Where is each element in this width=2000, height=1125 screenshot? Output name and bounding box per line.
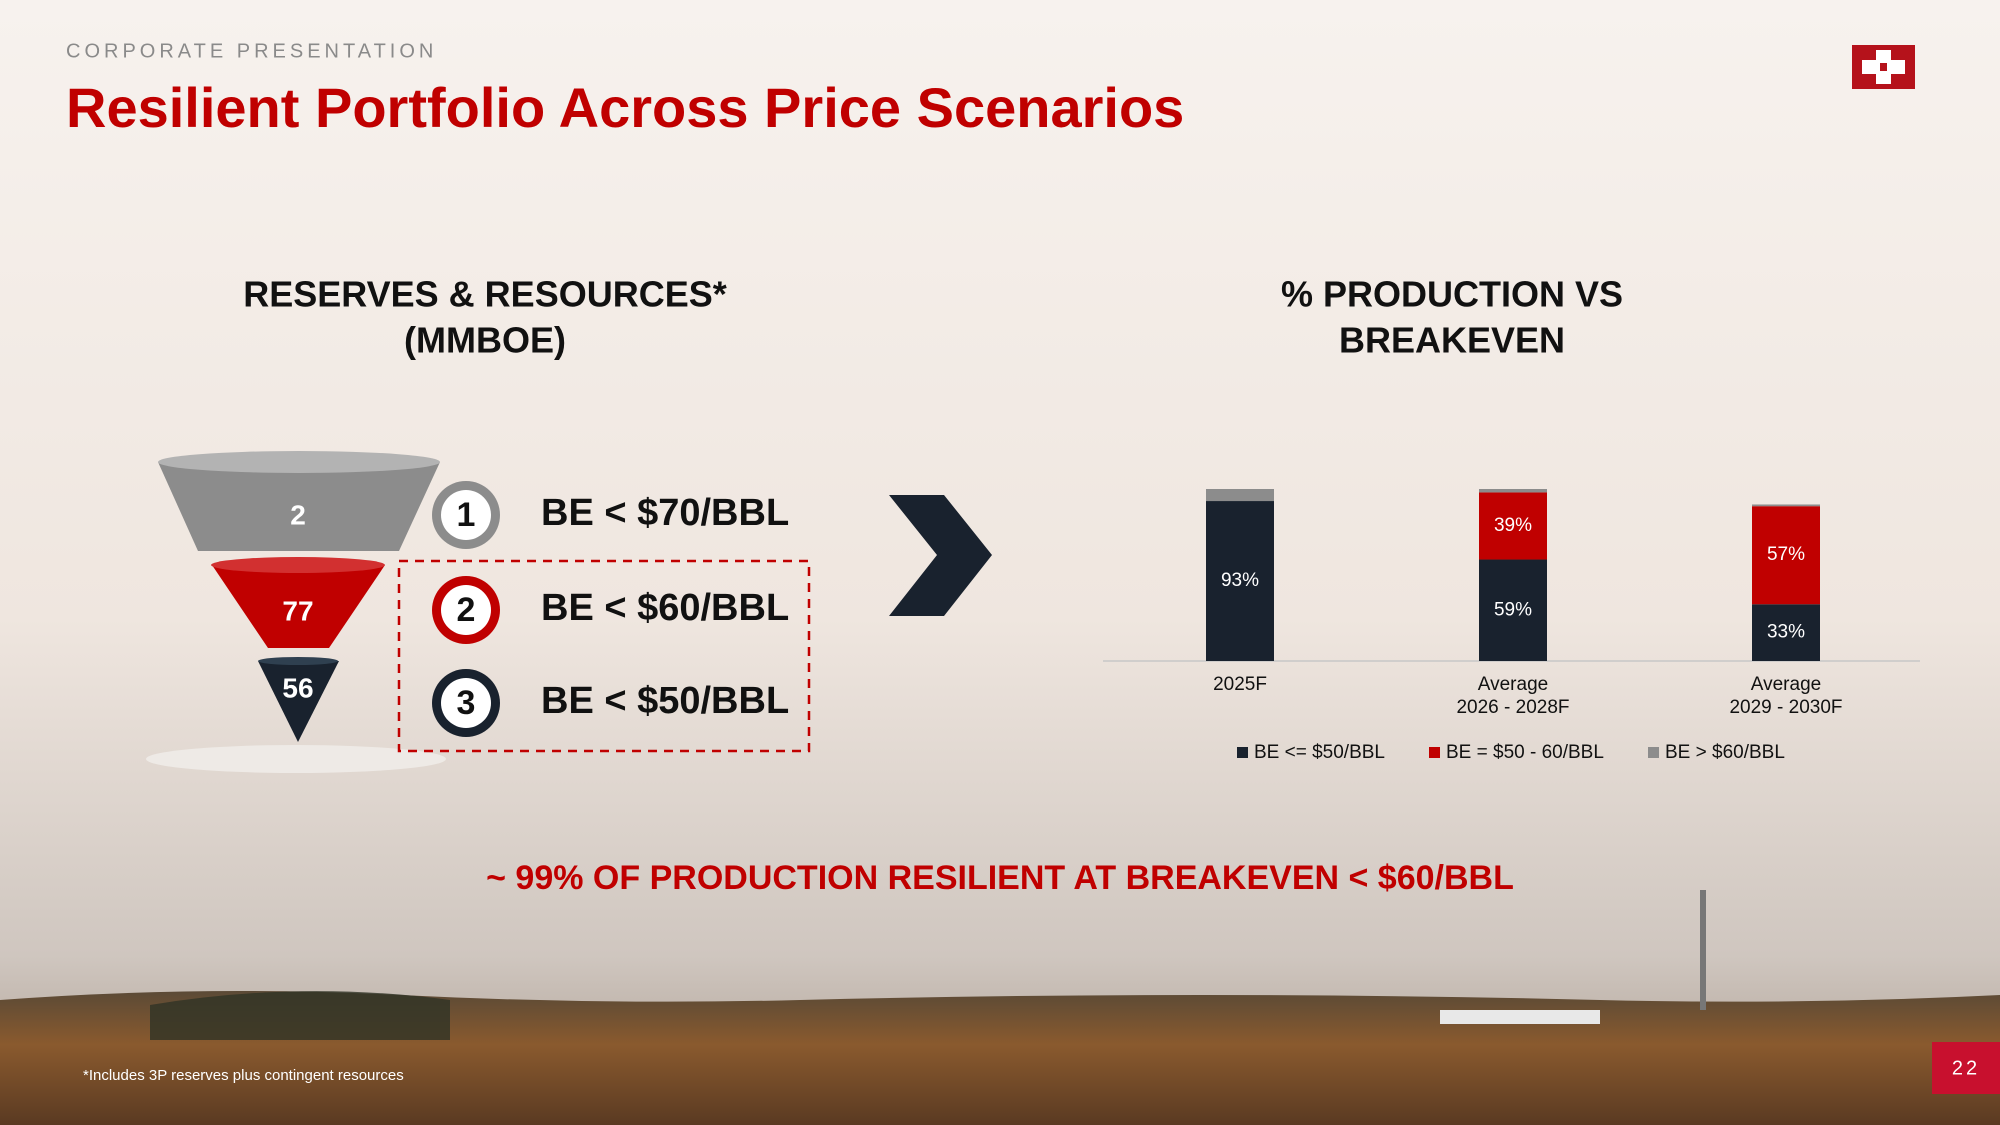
bar-segment bbox=[1479, 489, 1547, 493]
bar-segment bbox=[1752, 504, 1820, 507]
rig bbox=[1700, 890, 1706, 1010]
funnel-tier bbox=[212, 565, 385, 648]
rank-inner bbox=[441, 490, 491, 540]
funnel-value: 56 bbox=[282, 672, 313, 703]
rank-number: 2 bbox=[457, 591, 476, 629]
rank-inner bbox=[441, 585, 491, 635]
page-number-box bbox=[1932, 1042, 2000, 1094]
data-label: 93% bbox=[1221, 570, 1259, 591]
bar-segment bbox=[1752, 604, 1820, 661]
tier-label: BE < $60/BBL bbox=[541, 587, 789, 629]
x-tick-label: Average 2029 - 2030F bbox=[1729, 674, 1842, 718]
facility bbox=[1440, 1010, 1600, 1024]
rank-number: 1 bbox=[457, 496, 476, 534]
bar-segment bbox=[1206, 489, 1274, 502]
page-number: 22 bbox=[1952, 1057, 1980, 1079]
rank-inner bbox=[441, 678, 491, 728]
legend-swatch bbox=[1237, 747, 1248, 758]
legend-label: BE = $50 - 60/BBL bbox=[1446, 742, 1604, 763]
rank-number: 3 bbox=[457, 684, 476, 722]
data-label: 39% bbox=[1494, 515, 1532, 536]
logo bbox=[1852, 45, 1915, 89]
title: Resilient Portfolio Across Price Scenari… bbox=[66, 76, 1184, 139]
funnel-rim bbox=[158, 451, 440, 473]
landscape bbox=[0, 991, 2000, 1125]
legend-label: BE > $60/BBL bbox=[1665, 742, 1785, 763]
bar-segment bbox=[1752, 506, 1820, 605]
data-label: 57% bbox=[1767, 544, 1805, 565]
left-heading: RESERVES & RESOURCES* bbox=[243, 274, 726, 315]
right-heading: BREAKEVEN bbox=[1339, 320, 1565, 361]
highlight-box bbox=[397, 559, 811, 753]
x-tick-label: Average 2026 - 2028F bbox=[1456, 674, 1569, 718]
kicker: CORPORATE PRESENTATION bbox=[66, 40, 437, 62]
funnel-rim bbox=[258, 657, 338, 665]
tagline: ~ 99% OF PRODUCTION RESILIENT AT BREAKEV… bbox=[486, 859, 1514, 897]
bar-segment bbox=[1479, 492, 1547, 560]
bar-segment bbox=[1206, 501, 1274, 661]
funnel-value: 77 bbox=[282, 595, 313, 626]
legend-swatch bbox=[1429, 747, 1440, 758]
left-heading: (MMBOE) bbox=[404, 320, 566, 361]
funnel-tier bbox=[258, 661, 339, 742]
bar-segment bbox=[1479, 559, 1547, 661]
legend-swatch bbox=[1648, 747, 1659, 758]
data-label: 59% bbox=[1494, 599, 1532, 620]
footnote: *Includes 3P reserves plus contingent re… bbox=[83, 1067, 404, 1084]
funnel bbox=[146, 451, 446, 773]
data-label: 33% bbox=[1767, 622, 1805, 643]
funnel-rim bbox=[211, 557, 385, 573]
tier-label: BE < $50/BBL bbox=[541, 680, 789, 722]
trees bbox=[150, 991, 450, 1040]
arrow bbox=[889, 495, 992, 616]
tier-label: BE < $70/BBL bbox=[541, 492, 789, 534]
x-tick-label: 2025F bbox=[1213, 674, 1267, 695]
funnel-tier bbox=[158, 462, 440, 551]
legend-label: BE <= $50/BBL bbox=[1254, 742, 1385, 763]
right-heading: % PRODUCTION VS bbox=[1281, 274, 1623, 315]
funnel-shadow bbox=[146, 745, 446, 773]
funnel-value: 2 bbox=[290, 499, 306, 530]
